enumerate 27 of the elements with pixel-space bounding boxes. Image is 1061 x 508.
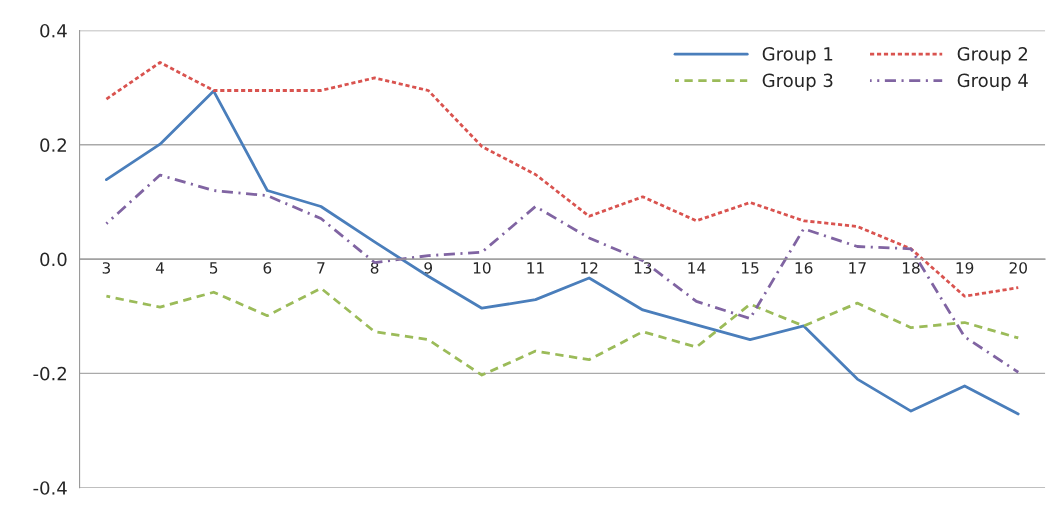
x-tick-label: 9 (424, 262, 433, 274)
x-tick-label: 20 (1009, 262, 1027, 274)
x-tick-label: 15 (742, 262, 759, 274)
x-tick-label: 6 (263, 262, 272, 274)
x-tick-label: 17 (849, 262, 866, 274)
x-tick-label: 18 (902, 262, 920, 274)
x-tick-label: 10 (473, 262, 491, 274)
x-tick-label: 19 (956, 262, 974, 274)
y-tick-label: -0.4 (33, 481, 67, 495)
y-tick-label: 0.0 (40, 252, 67, 267)
legend-label: Group 3 (762, 73, 833, 91)
x-tick-label: 13 (634, 262, 652, 274)
legend-label: Group 1 (762, 47, 833, 65)
x-tick-label: 14 (688, 262, 706, 274)
y-tick-label: 0.4 (40, 23, 67, 38)
legend-label: Group 2 (957, 47, 1028, 65)
x-tick-label: 7 (317, 262, 325, 274)
y-tick-label: 0.2 (40, 138, 66, 152)
legend-label: Group 4 (957, 73, 1028, 91)
x-tick-label: 16 (795, 262, 813, 274)
y-tick-label: -0.2 (33, 366, 66, 381)
x-tick-label: 3 (102, 262, 111, 274)
x-tick-label: 5 (209, 262, 218, 274)
x-tick-label: 4 (155, 262, 165, 274)
line-series (105, 286, 1020, 377)
x-tick-label: 12 (581, 262, 598, 274)
x-tick-label: 11 (527, 262, 544, 274)
